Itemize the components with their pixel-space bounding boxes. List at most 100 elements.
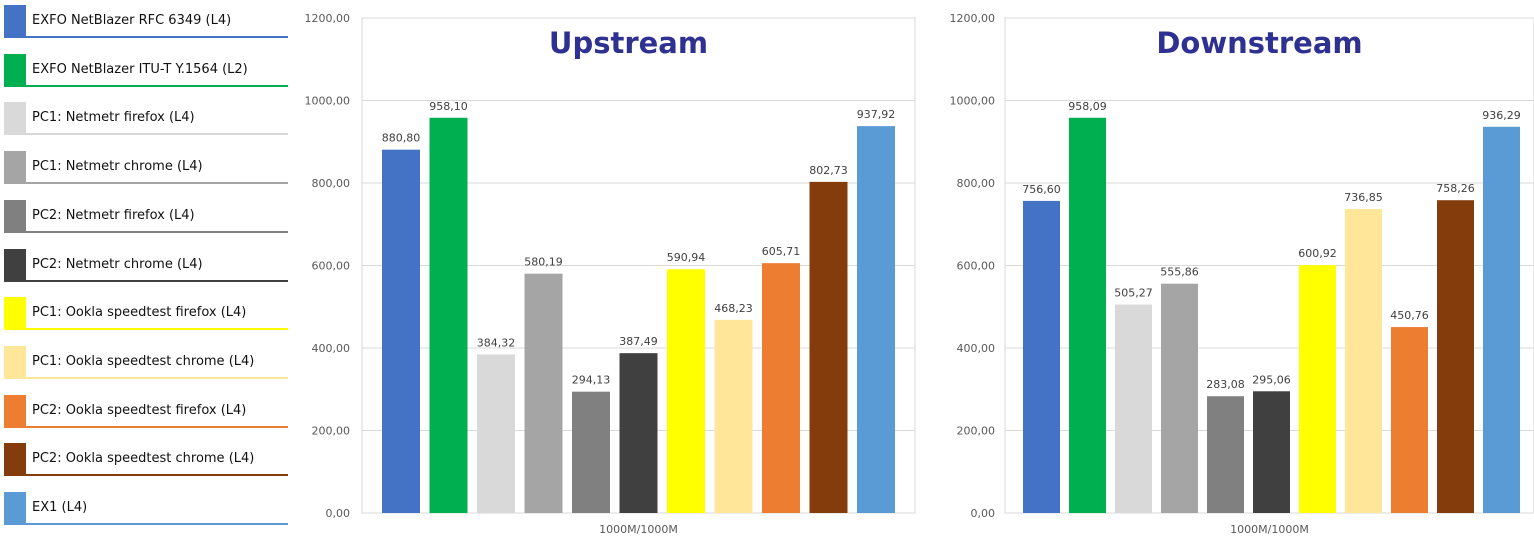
- bar: [1161, 283, 1198, 513]
- legend-swatch: [4, 394, 26, 428]
- data-label: 936,29: [1482, 109, 1521, 122]
- legend-label: EXFO NetBlazer ITU-T Y.1564 (L2): [32, 61, 248, 77]
- data-label: 758,26: [1436, 182, 1475, 195]
- bar: [809, 181, 848, 513]
- x-category-label: 1000M/1000M: [1230, 523, 1309, 536]
- data-label: 580,19: [524, 256, 563, 269]
- data-label: 937,92: [857, 108, 896, 121]
- bar: [1345, 209, 1382, 513]
- legend-underline: [26, 474, 288, 477]
- data-label: 605,71: [762, 245, 801, 258]
- bar: [1391, 327, 1428, 513]
- legend-label: PC1: Ookla speedtest chrome (L4): [32, 353, 255, 369]
- legend-item: PC2: Netmetr chrome (L4): [4, 248, 288, 282]
- bar: [572, 391, 610, 513]
- legend-item: PC2: Ookla speedtest firefox (L4): [4, 394, 288, 428]
- y-tick-label: 1000,00: [305, 95, 351, 108]
- legend-label: PC2: Netmetr chrome (L4): [32, 256, 203, 272]
- data-label: 505,27: [1114, 287, 1153, 300]
- data-label: 295,06: [1252, 373, 1291, 386]
- legend-label: PC1: Ookla speedtest firefox (L4): [32, 305, 247, 321]
- y-tick-label: 200,00: [312, 425, 351, 438]
- data-label: 958,10: [429, 100, 468, 113]
- y-tick-label: 1200,00: [950, 12, 996, 25]
- data-label: 590,94: [667, 251, 706, 264]
- legend-label: EXFO NetBlazer RFC 6349 (L4): [32, 13, 232, 28]
- data-label: 387,49: [619, 335, 658, 348]
- data-label: 756,60: [1022, 183, 1061, 196]
- legend-underline: [26, 182, 288, 185]
- legend-underline: [26, 376, 288, 379]
- bar: [619, 353, 658, 513]
- bar: [1207, 396, 1244, 513]
- bar: [1115, 304, 1152, 513]
- legend-label: PC2: Netmetr firefox (L4): [32, 207, 195, 223]
- data-label: 555,86: [1160, 266, 1199, 279]
- legend-underline: [26, 328, 288, 331]
- legend-item: EXFO NetBlazer ITU-T Y.1564 (L2): [4, 53, 288, 87]
- data-label: 283,08: [1206, 378, 1245, 391]
- legend-item: PC1: Ookla speedtest chrome (L4): [4, 345, 288, 379]
- legend-label: EX1 (L4): [32, 500, 88, 515]
- bar: [714, 319, 753, 513]
- legend-swatch: [4, 492, 26, 525]
- legend-swatch: [4, 5, 26, 38]
- chart-title: Upstream: [549, 26, 708, 60]
- legend-swatch: [4, 345, 26, 379]
- data-label: 736,85: [1344, 191, 1383, 204]
- legend-item: EXFO NetBlazer RFC 6349 (L4): [4, 5, 288, 38]
- legend-underline: [26, 36, 288, 38]
- x-category-label: 1000M/1000M: [599, 523, 678, 536]
- legend-item: EX1 (L4): [4, 492, 288, 525]
- data-label: 958,09: [1068, 100, 1107, 113]
- downstream-chart: 0,00 200,00 400,00 600,00 800,00 1000,00 1200,…: [950, 12, 1534, 536]
- y-tick-label: 200,00: [957, 425, 996, 438]
- legend-swatch: [4, 151, 26, 185]
- data-label: 468,23: [714, 302, 753, 315]
- y-tick-label: 400,00: [312, 342, 351, 355]
- data-label: 294,13: [572, 374, 611, 387]
- legend-label: PC2: Ookla speedtest chrome (L4): [32, 451, 255, 467]
- bar: [1069, 117, 1106, 513]
- upstream-chart: 0,00 200,00 400,00 600,00 800,00 1000,00 1200,…: [305, 12, 916, 536]
- legend-item: PC1: Netmetr firefox (L4): [4, 102, 288, 136]
- y-tick-label: 600,00: [312, 260, 351, 273]
- legend-swatch: [4, 199, 26, 233]
- bar: [857, 126, 895, 513]
- y-tick-label: 1000,00: [950, 95, 996, 108]
- bar: [477, 354, 515, 513]
- y-tick-label: 800,00: [312, 177, 351, 190]
- bar: [1483, 126, 1520, 514]
- bar: [1437, 200, 1474, 513]
- bar: [1299, 265, 1336, 513]
- y-tick-label: 800,00: [957, 177, 996, 190]
- legend-swatch: [4, 443, 26, 477]
- bar: [382, 149, 420, 514]
- bar: [667, 269, 705, 513]
- legend-swatch: [4, 53, 26, 87]
- legend-item: PC2: Ookla speedtest chrome (L4): [4, 443, 288, 477]
- legend-underline: [26, 523, 288, 525]
- legend-underline: [26, 279, 288, 282]
- legend-item: PC1: Ookla speedtest firefox (L4): [4, 297, 288, 331]
- y-tick-label: 0,00: [971, 507, 996, 520]
- legend-item: PC2: Netmetr firefox (L4): [4, 199, 288, 233]
- bar: [429, 117, 468, 513]
- chart-title: Downstream: [1156, 26, 1362, 60]
- legend-underline: [26, 425, 288, 428]
- y-tick-label: 0,00: [326, 507, 351, 520]
- legend-item: PC1: Netmetr chrome (L4): [4, 151, 288, 185]
- bar: [1023, 200, 1060, 513]
- legend-swatch: [4, 297, 26, 331]
- bar: [524, 273, 563, 513]
- legend-label: PC2: Ookla speedtest firefox (L4): [32, 402, 247, 418]
- data-label: 384,32: [477, 336, 516, 349]
- data-label: 880,80: [382, 132, 421, 145]
- legend-underline: [26, 84, 288, 87]
- legend-label: PC1: Netmetr firefox (L4): [32, 110, 195, 126]
- legend-label: PC1: Netmetr chrome (L4): [32, 159, 203, 175]
- legend-swatch: [4, 102, 26, 136]
- y-tick-label: 600,00: [957, 260, 996, 273]
- legend-underline: [26, 133, 288, 136]
- bar: [762, 263, 800, 513]
